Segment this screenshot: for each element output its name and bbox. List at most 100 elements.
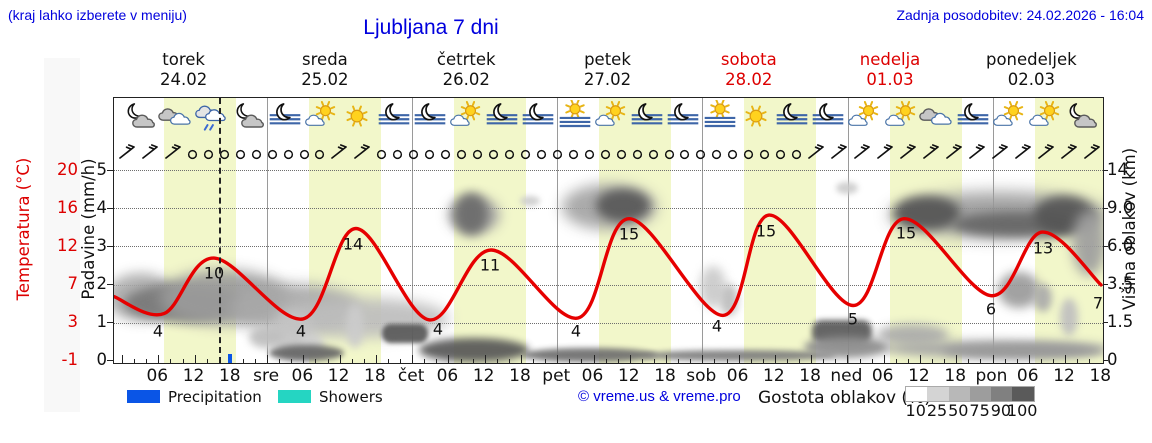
time-tick xyxy=(702,355,704,363)
time-tick xyxy=(968,359,970,363)
day-date: 01.03 xyxy=(866,70,914,89)
time-tick xyxy=(1089,359,1091,363)
time-tick xyxy=(980,359,982,363)
time-tick xyxy=(871,359,873,363)
time-tick xyxy=(206,359,208,363)
showers-label: Showers xyxy=(319,388,383,406)
right-axis-tick xyxy=(1102,208,1108,209)
calm-wind-icon xyxy=(552,145,563,164)
time-tick xyxy=(944,359,946,363)
day-header: sobota 28.02 xyxy=(678,50,819,92)
calm-wind-icon xyxy=(743,145,754,164)
wind-barb-icon xyxy=(945,144,963,164)
time-axis-label: 12 xyxy=(472,366,495,386)
temperature-value-label: 7 xyxy=(1092,293,1104,313)
daylight-band xyxy=(599,98,672,363)
time-tick xyxy=(738,355,740,363)
calm-wind-icon xyxy=(616,145,627,164)
sun-icon xyxy=(339,100,375,134)
time-tick xyxy=(932,359,933,363)
time-tick xyxy=(533,359,535,363)
time-axis-label: 18 xyxy=(654,366,676,386)
day-name: ponedeljek xyxy=(985,50,1077,69)
time-axis-label: 18 xyxy=(1089,366,1112,386)
time-tick xyxy=(363,359,365,363)
day-date: 27.02 xyxy=(583,70,632,89)
time-tick xyxy=(327,359,329,363)
calm-wind-icon xyxy=(203,145,214,164)
calm-wind-icon xyxy=(664,145,675,164)
sun-cloud-icon xyxy=(883,100,919,134)
time-tick xyxy=(774,355,776,363)
calm-wind-icon xyxy=(283,145,294,164)
time-tick xyxy=(400,359,402,363)
fog-moon-icon xyxy=(412,100,448,134)
calm-wind-icon xyxy=(235,145,246,164)
day-date: 28.02 xyxy=(725,70,773,89)
time-tick xyxy=(835,359,837,363)
cloud-blob xyxy=(1072,210,1103,276)
time-tick xyxy=(388,359,389,363)
wind-barb-icon xyxy=(853,144,871,164)
time-axis-label: 12 xyxy=(617,366,640,386)
calm-wind-icon xyxy=(648,145,659,164)
left-axis-tick xyxy=(107,322,113,323)
time-tick xyxy=(375,355,377,363)
time-tick xyxy=(436,359,438,363)
wind-barb-icon xyxy=(1060,144,1078,164)
day-headers: torek 24.02 sreda 25.02 četrtek 26.02 petek 27.… xyxy=(113,50,1102,92)
time-axis-label: ned xyxy=(830,366,863,386)
legend-row: Precipitation Showers © vreme.us & vreme… xyxy=(0,386,1152,420)
time-tick xyxy=(170,359,172,363)
fog-moon-icon xyxy=(520,100,556,134)
day-header: petek 27.02 xyxy=(537,50,678,92)
time-axis-label: sob xyxy=(686,366,717,386)
colorbar-segment xyxy=(927,387,949,401)
precip-tick: 2 xyxy=(96,274,108,293)
time-axis-label: 06 xyxy=(146,366,169,386)
day-header: torek 24.02 xyxy=(113,50,254,92)
time-tick xyxy=(1077,359,1079,363)
copyright-link[interactable]: © vreme.us & vreme.pro xyxy=(578,388,741,405)
current-time-line xyxy=(219,98,221,363)
time-tick xyxy=(182,359,184,363)
sun-cloud-icon xyxy=(593,100,629,134)
time-tick xyxy=(811,355,813,363)
last-updated: Zadnja posodobitev: 24.02.2026 - 16:04 xyxy=(896,7,1144,23)
midnight-gridline xyxy=(702,98,704,363)
wind-barb-icon xyxy=(899,144,917,164)
time-axis-label: sre xyxy=(253,366,280,386)
temperature-tick: 12 xyxy=(57,236,78,255)
precipitation-swatch xyxy=(127,390,160,403)
left-axis-tick xyxy=(107,208,113,209)
cloud-height-tick: 14 xyxy=(1107,160,1128,179)
axis-label-backdrop xyxy=(44,58,80,412)
precip-tick: 3 xyxy=(96,236,108,255)
day-date: 26.02 xyxy=(442,70,490,89)
time-axis-label: 12 xyxy=(327,366,350,386)
cloud-blob xyxy=(454,193,488,235)
time-tick xyxy=(472,359,474,363)
cloud-density-label: Gostota oblakov (%) xyxy=(758,388,931,408)
time-tick xyxy=(484,355,486,363)
temperature-value-label: 15 xyxy=(618,224,640,244)
time-axis-label: 06 xyxy=(726,366,749,386)
time-axis-label: 18 xyxy=(509,366,531,386)
cloud-density-colorbar xyxy=(905,386,1035,402)
fog-moon-icon xyxy=(376,100,412,134)
calm-wind-icon xyxy=(504,145,515,164)
calm-wind-icon xyxy=(759,145,770,164)
sun-icon xyxy=(738,100,774,134)
wind-barb-icon xyxy=(991,144,1009,164)
precip-tick: 0 xyxy=(96,350,108,369)
moon-cloud-icon xyxy=(122,100,158,134)
day-name: sreda xyxy=(302,50,348,69)
time-axis-label: 12 xyxy=(182,366,205,386)
calm-wind-icon xyxy=(424,145,435,164)
temperature-value-label: 4 xyxy=(152,321,164,341)
left-axis-tick xyxy=(107,284,113,285)
precipitation-bar xyxy=(228,354,232,363)
cloud-blob xyxy=(249,326,283,348)
day-header: sreda 25.02 xyxy=(254,50,395,92)
time-axis-label: 06 xyxy=(871,366,894,386)
